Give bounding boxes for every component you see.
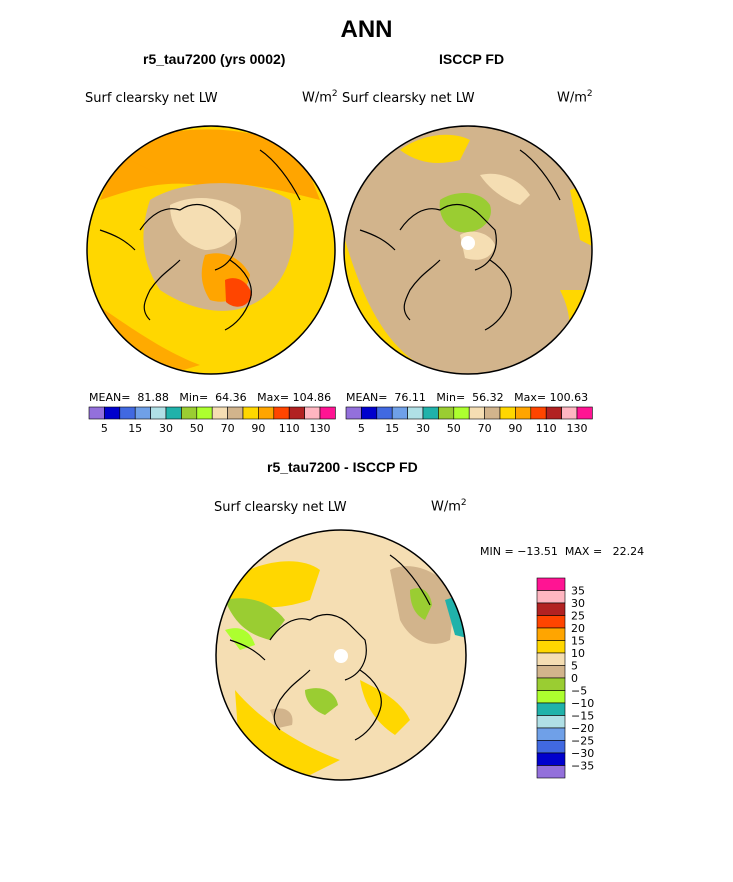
colorbar-box [134,406,151,420]
map-obs [344,126,592,374]
colorbar-box [576,406,593,420]
panel-title-diff: r5_tau7200 - ISCCP FD [267,459,418,475]
colorbar-box [536,652,566,666]
colorbar-label: 90 [508,422,522,435]
colorbar-box [536,577,566,591]
colorbar-box [438,406,455,420]
colorbar-box [196,406,213,420]
colorbar-box [536,690,566,704]
colorbar-label: −15 [571,710,594,723]
colorbar-box [407,406,424,420]
colorbar-box [536,602,566,616]
colorbar-label: 30 [159,422,173,435]
colorbar-label: 10 [571,647,585,660]
colorbar-label: 0 [571,672,578,685]
colorbar-box [536,627,566,641]
colorbar-label: 5 [101,422,108,435]
colorbar-box [319,406,336,420]
colorbar-label: 30 [416,422,430,435]
colorbar-box [273,406,290,420]
panel-field-label-model: Surf clearsky net LW [85,91,218,106]
colorbar-label: 15 [571,635,585,648]
colorbar-label: 50 [447,422,461,435]
colorbar-box [211,406,228,420]
figure-title: ANN [340,16,393,43]
colorbar-box [165,406,182,420]
colorbar-label: 70 [478,422,492,435]
colorbar-box [181,406,198,420]
colorbar-box [88,406,105,420]
colorbar-box [536,677,566,691]
colorbar-label: 110 [279,422,300,435]
colorbar-label: 15 [128,422,142,435]
colorbar-box [227,406,244,420]
stats-obs: MEAN= 76.11 Min= 56.32 Max= 100.63 [346,391,589,404]
colorbar-box [468,406,485,420]
panel-title-model: r5_tau7200 (yrs 0002) [143,51,286,67]
colorbar-box [536,752,566,766]
colorbar-box [422,406,439,420]
colorbar-label: 90 [251,422,265,435]
colorbar-box [536,590,566,604]
panel-field-label-obs: Surf clearsky net LW [342,91,475,106]
colorbar-box [119,406,136,420]
colorbar-box [536,765,566,779]
colorbar-label: 20 [571,622,585,635]
colorbar-box [345,406,362,420]
map-model [87,126,335,374]
colorbar-label: 5 [358,422,365,435]
colorbar-label: 30 [571,597,585,610]
colorbar-label: −35 [571,760,594,773]
colorbar-label: 50 [190,422,204,435]
colorbar-label: 25 [571,610,585,623]
colorbar-label: 35 [571,585,585,598]
colorbar-box [545,406,562,420]
colorbar-box [242,406,259,420]
colorbar-label: 15 [385,422,399,435]
colorbar-box [536,665,566,679]
colorbar-label: 70 [221,422,235,435]
colorbar-box [530,406,547,420]
colorbar-box [258,406,275,420]
colorbar-label: −20 [571,722,594,735]
colorbar-box [361,406,378,420]
colorbar-box [288,406,305,420]
panel-field-label-diff: Surf clearsky net LW [214,500,347,515]
panel-title-obs: ISCCP FD [439,51,505,67]
colorbar-label: 110 [536,422,557,435]
colorbar-box [536,640,566,654]
colorbar-label: 130 [310,422,331,435]
colorbar-box [536,702,566,716]
colorbar-box [304,406,321,420]
colorbar-label: −25 [571,735,594,748]
colorbar-box [391,406,408,420]
minmax-diff: MIN = −13.51 MAX = 22.24 [480,545,645,558]
panel-units-obs: W/m2 [557,89,593,106]
colorbar-label: −5 [571,685,587,698]
colorbar-label: −30 [571,747,594,760]
colorbar-label: 130 [567,422,588,435]
colorbar-label: 5 [571,660,578,673]
panel-units-model: W/m2 [302,89,338,106]
colorbar-box [499,406,516,420]
panel-units-diff: W/m2 [431,498,467,515]
colorbar-box [104,406,121,420]
colorbar-model: 5 15 30 50 70 90 110 130 [88,406,336,435]
stats-model: MEAN= 81.88 Min= 64.36 Max= 104.86 [89,391,332,404]
colorbar-label: −10 [571,697,594,710]
colorbar-box [515,406,532,420]
colorbar-box [536,727,566,741]
colorbar-obs: 5 15 30 50 70 90 110 130 [345,406,593,435]
colorbar-box [376,406,393,420]
colorbar-box [150,406,167,420]
colorbar-box [561,406,578,420]
colorbar-box [453,406,470,420]
colorbar-box [536,715,566,729]
colorbar-box [484,406,501,420]
colorbar-box [536,615,566,629]
colorbar-box [536,740,566,754]
